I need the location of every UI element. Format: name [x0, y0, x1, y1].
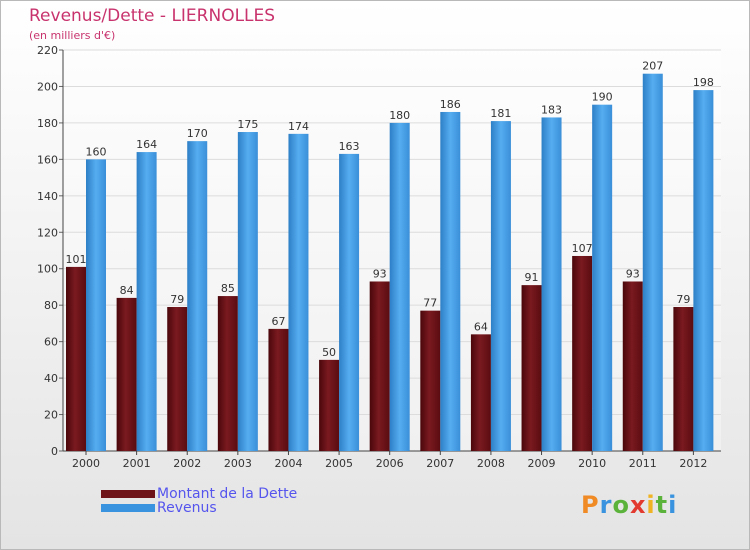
bar-dette [116, 297, 137, 451]
data-label: 183 [541, 103, 562, 116]
x-tick-label: 2010 [578, 457, 606, 470]
data-label: 79 [676, 293, 690, 306]
legend-label-dette: Montant de la Dette [157, 486, 298, 502]
bar-revenus [187, 141, 208, 452]
bar-dette [470, 334, 491, 451]
data-label: 186 [440, 98, 461, 111]
data-label: 93 [373, 267, 387, 280]
bar-revenus [541, 117, 562, 451]
data-label: 84 [120, 284, 134, 297]
bar-dette [673, 307, 694, 451]
legend-swatch-revenus [101, 504, 155, 512]
y-tick-label: 140 [37, 190, 58, 203]
y-tick-label: 0 [51, 445, 58, 458]
bar-dette [420, 310, 441, 451]
data-label: 190 [592, 91, 613, 104]
y-tick-label: 180 [37, 117, 58, 130]
x-tick-label: 2006 [376, 457, 404, 470]
data-label: 67 [271, 315, 285, 328]
bar-dette [268, 328, 289, 451]
data-label: 107 [572, 242, 593, 255]
bar-revenus [642, 73, 663, 451]
legend: Montant de la Dette Revenus [101, 486, 298, 516]
x-tick-label: 2011 [629, 457, 657, 470]
proxiti-logo: Proxiti [581, 491, 677, 519]
legend-swatch-dette [101, 490, 155, 498]
legend-item-revenus: Revenus [101, 500, 297, 516]
x-tick-label: 2012 [679, 457, 707, 470]
bar-dette [167, 307, 188, 451]
y-tick-label: 100 [37, 263, 58, 276]
data-label: 180 [389, 109, 410, 122]
bar-revenus [592, 104, 613, 451]
bar-revenus [440, 111, 461, 452]
bar-dette [66, 266, 86, 451]
bar-revenus [288, 133, 309, 451]
logo-letter: P [581, 491, 600, 519]
x-tick-label: 2004 [274, 457, 302, 470]
x-tick-label: 2007 [426, 457, 454, 470]
data-label: 91 [525, 271, 539, 284]
data-label: 198 [693, 76, 714, 89]
x-tick-label: 2001 [123, 457, 151, 470]
bar-revenus [389, 122, 410, 451]
chart-title: Revenus/Dette - LIERNOLLES [29, 6, 276, 26]
data-label: 175 [237, 118, 258, 131]
data-label: 93 [626, 267, 640, 280]
y-tick-label: 60 [44, 336, 58, 349]
y-tick-label: 20 [44, 409, 58, 422]
x-tick-label: 2009 [528, 457, 556, 470]
logo-letter: r [599, 491, 613, 519]
x-tick-label: 2005 [325, 457, 353, 470]
legend-item-dette: Montant de la Dette [101, 486, 298, 502]
y-tick-label: 120 [37, 226, 58, 239]
bar-revenus [136, 152, 157, 451]
data-label: 164 [136, 138, 157, 151]
data-label: 77 [423, 297, 437, 310]
data-label: 64 [474, 320, 488, 333]
data-label: 160 [86, 145, 107, 158]
logo-letter: t [655, 491, 669, 519]
data-label: 170 [187, 127, 208, 140]
bar-dette [521, 285, 542, 451]
data-label: 181 [490, 107, 511, 120]
logo-letter: i [646, 491, 656, 519]
bar-dette [319, 359, 340, 451]
data-label: 101 [66, 253, 87, 266]
x-tick-label: 2003 [224, 457, 252, 470]
data-label: 207 [642, 60, 663, 73]
y-tick-label: 40 [44, 372, 58, 385]
bar-revenus [339, 153, 360, 452]
bar-dette [572, 255, 593, 451]
y-tick-label: 160 [37, 153, 58, 166]
data-label: 50 [322, 346, 336, 359]
legend-label-revenus: Revenus [157, 500, 217, 516]
x-tick-label: 2002 [173, 457, 201, 470]
bar-dette [369, 281, 390, 451]
y-tick-label: 200 [37, 80, 58, 93]
logo-letter: o [612, 491, 630, 519]
bar-revenus [490, 121, 511, 451]
data-label: 79 [170, 293, 184, 306]
logo-letter: i [668, 491, 678, 519]
bar-dette [217, 296, 238, 451]
bar-revenus [693, 90, 714, 451]
data-label: 163 [339, 140, 360, 153]
bar-revenus [86, 159, 106, 451]
x-tick-label: 2000 [72, 457, 100, 470]
x-tick-label: 2008 [477, 457, 505, 470]
bar-revenus [237, 132, 258, 452]
data-label: 85 [221, 282, 235, 295]
logo-letter: x [629, 491, 647, 519]
y-tick-label: 220 [37, 44, 58, 57]
y-tick-label: 80 [44, 299, 58, 312]
bar-dette [622, 281, 643, 451]
data-label: 174 [288, 120, 309, 133]
chart-subtitle: (en milliers d'€) [29, 29, 116, 42]
